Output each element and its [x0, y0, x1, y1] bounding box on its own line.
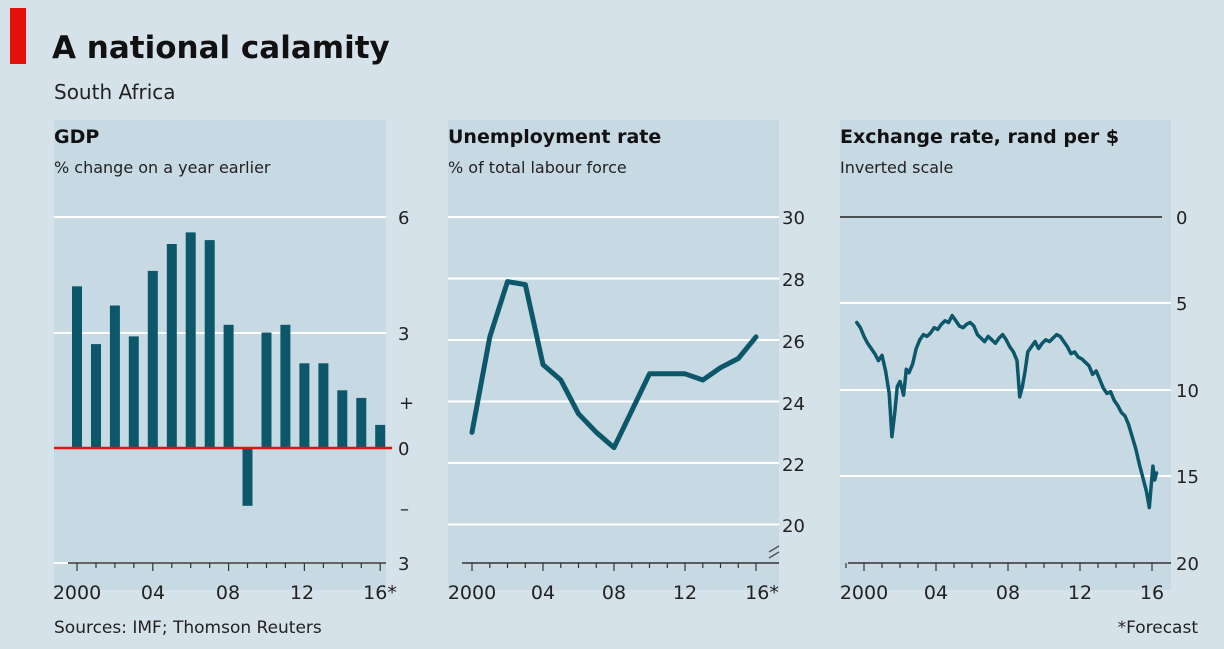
gdp-subtitle: % change on a year earlier — [54, 158, 271, 177]
gdp-bar-2016 — [375, 424, 386, 448]
gdp-ytick-3: 3 — [398, 324, 409, 345]
gdp-panel: GDP % change on a year earlier 6 3 + 0 –… — [53, 120, 414, 604]
exchange-rate-title: Exchange rate, rand per $ — [840, 126, 1119, 148]
page-title: A national calamity — [52, 30, 390, 66]
gdp-bar-2003 — [128, 336, 139, 448]
gdp-title: GDP — [54, 126, 99, 148]
gdp-bar-2002 — [109, 305, 120, 448]
gdp-xlabel-12: 12 — [290, 582, 314, 604]
exchange-rate-subtitle: Inverted scale — [840, 158, 953, 177]
gdp-bar-2012 — [299, 363, 310, 448]
gdp-bar-2007 — [204, 240, 215, 448]
unemployment-xlabel-08: 08 — [602, 582, 626, 604]
unemployment-grid — [448, 216, 779, 526]
gdp-xlabel-04: 04 — [141, 582, 165, 604]
unemployment-panel: Unemployment rate % of total labour forc… — [448, 120, 805, 604]
gdp-bar-2010 — [261, 332, 272, 448]
gdp-bar-2014 — [337, 390, 348, 449]
gdp-x-ticks — [76, 563, 381, 571]
unemployment-panel-bg — [448, 120, 779, 590]
exchange-rate-panel: Exchange rate, rand per $ Inverted scale… — [840, 120, 1199, 604]
exchange-rate-xlabel-12: 12 — [1068, 582, 1092, 604]
gdp-xlabel-08: 08 — [216, 582, 240, 604]
unemployment-subtitle: % of total labour force — [448, 158, 627, 177]
gdp-ytick-0: 0 — [398, 439, 409, 460]
unemployment-ytick-24: 24 — [782, 394, 805, 415]
gdp-ytick-6: 6 — [398, 208, 409, 229]
exchange-rate-ytick-20: 20 — [1176, 554, 1199, 575]
gdp-panel-bg — [54, 120, 386, 590]
unemployment-line — [469, 279, 759, 451]
gdp-bar-2009 — [242, 448, 253, 506]
unemployment-x-ticks — [471, 563, 757, 571]
unemployment-xlabel-2000: 2000 — [448, 582, 496, 604]
exchange-rate-ytick-10: 10 — [1176, 381, 1199, 402]
gdp-xlabel-16: 16* — [363, 582, 397, 604]
unemployment-ytick-28: 28 — [782, 270, 805, 291]
gdp-bar-2013 — [318, 363, 329, 448]
unemployment-ytick-30: 30 — [782, 208, 805, 229]
exchange-rate-ytick-0: 0 — [1176, 208, 1187, 229]
page-subtitle: South Africa — [54, 80, 176, 104]
exchange-rate-panel-bg — [840, 120, 1171, 590]
gdp-bars — [72, 232, 386, 506]
unemployment-xlabel-12: 12 — [673, 582, 697, 604]
gdp-bar-2015 — [356, 397, 367, 448]
unemployment-ytick-20: 20 — [782, 516, 805, 537]
unemployment-ytick-22: 22 — [782, 455, 805, 476]
unemployment-xlabel-04: 04 — [531, 582, 555, 604]
exchange-rate-xlabel-08: 08 — [996, 582, 1020, 604]
brand-red-tag — [10, 8, 26, 64]
gdp-ytick-neg3: 3 — [398, 554, 409, 575]
exchange-rate-ytick-15: 15 — [1176, 467, 1199, 488]
gdp-bar-2008 — [223, 324, 234, 448]
gdp-bar-2005 — [166, 244, 177, 448]
gdp-bar-2011 — [280, 324, 291, 448]
gdp-xlabel-2000: 2000 — [53, 582, 101, 604]
gdp-bar-2004 — [147, 270, 158, 448]
exchange-rate-xlabel-2000: 2000 — [840, 582, 888, 604]
gdp-bar-2006 — [185, 232, 196, 448]
gdp-ytick-plus: + — [399, 393, 414, 414]
gdp-bar-2000 — [72, 286, 82, 448]
forecast-note: *Forecast — [1117, 618, 1198, 638]
gdp-ytick-minus: – — [400, 499, 409, 520]
exchange-rate-x-ticks — [845, 563, 1153, 571]
exchange-rate-xlabel-16: 16 — [1140, 582, 1164, 604]
axis-break-icon — [768, 545, 780, 559]
exchange-rate-ytick-5: 5 — [1176, 294, 1187, 315]
unemployment-xlabel-16: 16* — [745, 582, 779, 604]
unemployment-ytick-26: 26 — [782, 332, 805, 353]
source-note: Sources: IMF; Thomson Reuters — [54, 618, 322, 638]
unemployment-title: Unemployment rate — [448, 126, 661, 148]
gdp-bar-2001 — [91, 344, 101, 448]
exchange-rate-line — [855, 313, 1159, 510]
exchange-rate-xlabel-04: 04 — [924, 582, 948, 604]
